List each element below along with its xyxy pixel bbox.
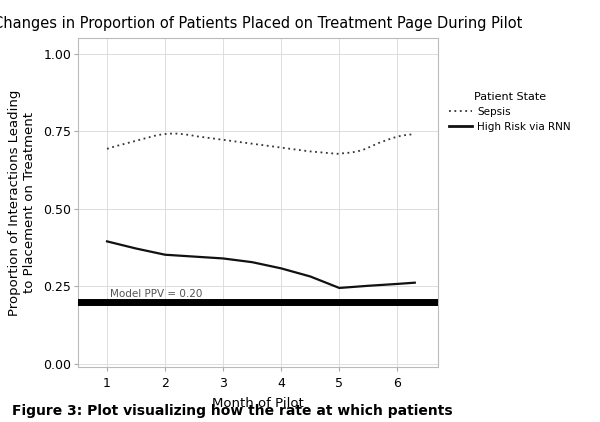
Legend: Sepsis, High Risk via RNN: Sepsis, High Risk via RNN — [445, 87, 575, 136]
Y-axis label: Proportion of Interactions Leading
to Placement on Treatment: Proportion of Interactions Leading to Pl… — [8, 89, 36, 316]
Title: Changes in Proportion of Patients Placed on Treatment Page During Pilot: Changes in Proportion of Patients Placed… — [0, 16, 523, 31]
Text: Figure 3: Plot visualizing how the rate at which patients: Figure 3: Plot visualizing how the rate … — [12, 404, 452, 418]
X-axis label: Month of Pilot: Month of Pilot — [212, 397, 304, 410]
Text: Model PPV = 0.20: Model PPV = 0.20 — [110, 289, 202, 299]
